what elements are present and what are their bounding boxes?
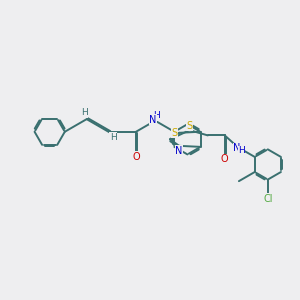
Text: O: O xyxy=(221,154,229,164)
Text: H: H xyxy=(238,146,245,155)
Text: S: S xyxy=(187,121,193,130)
Text: N: N xyxy=(233,143,241,153)
Text: H: H xyxy=(81,109,88,118)
Text: O: O xyxy=(132,152,140,162)
Text: Cl: Cl xyxy=(264,194,273,204)
Text: H: H xyxy=(110,133,116,142)
Text: S: S xyxy=(171,128,178,138)
Text: N: N xyxy=(176,146,183,155)
Text: H: H xyxy=(153,112,160,121)
Text: N: N xyxy=(149,115,157,124)
